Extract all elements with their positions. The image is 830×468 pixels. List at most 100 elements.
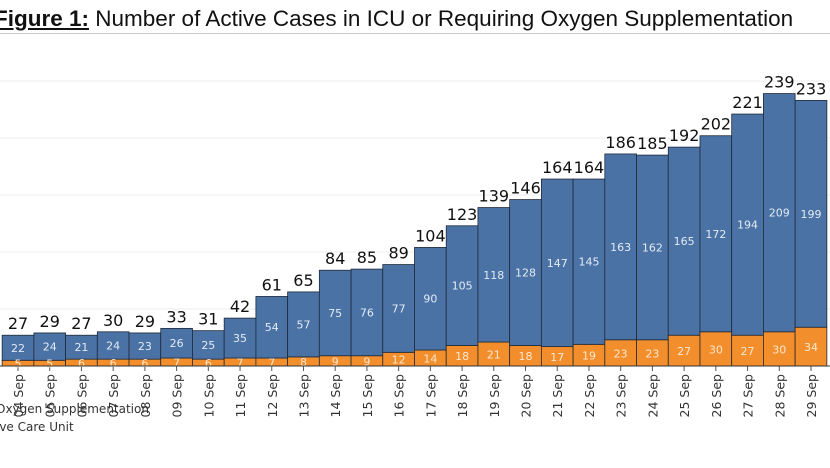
bar-oxygen bbox=[1, 334, 35, 361]
data-label-icu: 18 bbox=[455, 350, 469, 363]
bar-oxygen bbox=[33, 332, 66, 361]
data-label-oxygen: 21 bbox=[74, 341, 88, 354]
data-label-oxygen: 75 bbox=[328, 307, 342, 320]
legend-item-oxygen: Oxygen Supplementation bbox=[0, 402, 149, 416]
data-label-icu: 5 bbox=[46, 358, 53, 371]
bar-oxygen bbox=[445, 225, 479, 346]
bar-oxygen bbox=[794, 99, 828, 328]
x-tick-label: 08 Sep bbox=[138, 374, 153, 418]
figure-title-text: Number of Active Cases in ICU or Requiri… bbox=[95, 6, 794, 31]
bar-oxygen bbox=[160, 327, 193, 359]
bar-oxygen bbox=[255, 296, 289, 359]
data-label-total: 30 bbox=[103, 311, 123, 330]
data-label-icu: 7 bbox=[268, 357, 275, 370]
bar-oxygen bbox=[636, 154, 669, 341]
data-label-total: 89 bbox=[388, 244, 408, 263]
x-tick-label: 20 Sep bbox=[519, 374, 534, 418]
data-label-oxygen: 163 bbox=[610, 241, 631, 254]
x-tick-label: 25 Sep bbox=[677, 374, 692, 418]
bar-oxygen bbox=[96, 331, 130, 360]
data-label-total: 221 bbox=[732, 93, 763, 112]
data-label-oxygen: 57 bbox=[296, 318, 310, 331]
data-label-oxygen: 26 bbox=[170, 337, 184, 350]
data-label-total: 123 bbox=[447, 205, 478, 224]
data-label-icu: 6 bbox=[110, 357, 117, 370]
x-tick-label: 09 Sep bbox=[170, 374, 185, 418]
data-label-icu: 19 bbox=[582, 350, 596, 363]
x-tick-label: 04 Sep bbox=[11, 374, 26, 418]
x-tick-label: 22 Sep bbox=[582, 374, 597, 418]
data-label-oxygen: 25 bbox=[201, 339, 215, 352]
x-tick-label: 19 Sep bbox=[487, 374, 502, 418]
x-tick-label: 11 Sep bbox=[233, 374, 248, 418]
figure-label: Figure 1: bbox=[0, 6, 90, 31]
bar-oxygen bbox=[350, 268, 384, 357]
data-label-icu: 6 bbox=[78, 357, 85, 370]
data-label-oxygen: 128 bbox=[515, 267, 536, 280]
bar-icu bbox=[604, 339, 637, 367]
data-label-icu: 6 bbox=[141, 357, 148, 370]
data-label-total: 29 bbox=[40, 312, 60, 331]
x-tick-label: 14 Sep bbox=[328, 374, 343, 418]
data-label-icu: 5 bbox=[15, 358, 22, 371]
title-underline bbox=[0, 33, 830, 34]
x-tick-label: 27 Sep bbox=[741, 374, 756, 418]
bar-oxygen bbox=[477, 207, 511, 343]
data-label-total: 85 bbox=[357, 248, 377, 267]
bar-oxygen bbox=[192, 330, 225, 360]
data-label-total: 29 bbox=[135, 312, 155, 331]
legend: Oxygen Supplementation ive Care Unit bbox=[0, 400, 149, 436]
data-label-oxygen: 162 bbox=[642, 241, 663, 254]
data-label-icu: 9 bbox=[363, 355, 370, 368]
bar-oxygen bbox=[382, 264, 415, 353]
bar-oxygen bbox=[699, 135, 733, 333]
x-tick-label: 13 Sep bbox=[296, 374, 311, 418]
data-label-total: 164 bbox=[542, 158, 573, 177]
data-label-icu: 30 bbox=[709, 343, 723, 356]
data-label-total: 233 bbox=[796, 79, 827, 98]
data-label-oxygen: 23 bbox=[138, 340, 152, 353]
legend-item-icu: ive Care Unit bbox=[0, 420, 74, 434]
x-tick-label: 24 Sep bbox=[645, 374, 660, 418]
data-label-icu: 7 bbox=[173, 357, 180, 370]
data-label-oxygen: 24 bbox=[43, 341, 57, 354]
bar-oxygen bbox=[763, 93, 796, 333]
x-tick-label: 06 Sep bbox=[74, 374, 89, 418]
data-label-oxygen: 24 bbox=[106, 339, 120, 352]
data-label-total: 139 bbox=[479, 187, 510, 206]
data-label-total: 104 bbox=[415, 226, 446, 245]
bar-oxygen bbox=[223, 317, 257, 359]
data-label-icu: 8 bbox=[300, 356, 307, 369]
data-label-oxygen: 35 bbox=[233, 332, 247, 345]
data-label-oxygen: 194 bbox=[737, 219, 758, 232]
data-label-icu: 12 bbox=[392, 354, 406, 367]
data-label-total: 164 bbox=[574, 158, 605, 177]
data-label-oxygen: 209 bbox=[769, 207, 790, 220]
data-label-oxygen: 54 bbox=[265, 321, 279, 334]
x-tick-label: 10 Sep bbox=[201, 374, 216, 418]
data-label-total: 42 bbox=[230, 297, 250, 316]
data-label-total: 186 bbox=[605, 133, 636, 152]
data-label-total: 27 bbox=[8, 314, 28, 333]
x-tick-label: 17 Sep bbox=[423, 374, 438, 418]
data-label-icu: 18 bbox=[519, 350, 533, 363]
data-label-total: 185 bbox=[637, 134, 668, 153]
x-tick-label: 12 Sep bbox=[265, 374, 280, 418]
data-label-total: 65 bbox=[293, 271, 313, 290]
data-label-icu: 14 bbox=[423, 353, 437, 366]
data-label-oxygen: 22 bbox=[11, 342, 25, 355]
x-tick-label: 18 Sep bbox=[455, 374, 470, 418]
data-label-icu: 9 bbox=[332, 355, 339, 368]
x-tick-label: 26 Sep bbox=[709, 374, 724, 418]
bar-oxygen bbox=[414, 247, 447, 351]
data-label-icu: 21 bbox=[487, 349, 501, 362]
figure-title: Figure 1: Number of Active Cases in ICU … bbox=[0, 6, 793, 32]
data-label-total: 33 bbox=[166, 307, 186, 326]
bar-oxygen bbox=[128, 332, 162, 360]
data-label-icu: 23 bbox=[614, 347, 628, 360]
data-label-icu: 34 bbox=[804, 341, 818, 354]
x-tick-label: 28 Sep bbox=[772, 374, 787, 418]
data-label-icu: 23 bbox=[645, 347, 659, 360]
bar-oxygen bbox=[509, 199, 542, 346]
